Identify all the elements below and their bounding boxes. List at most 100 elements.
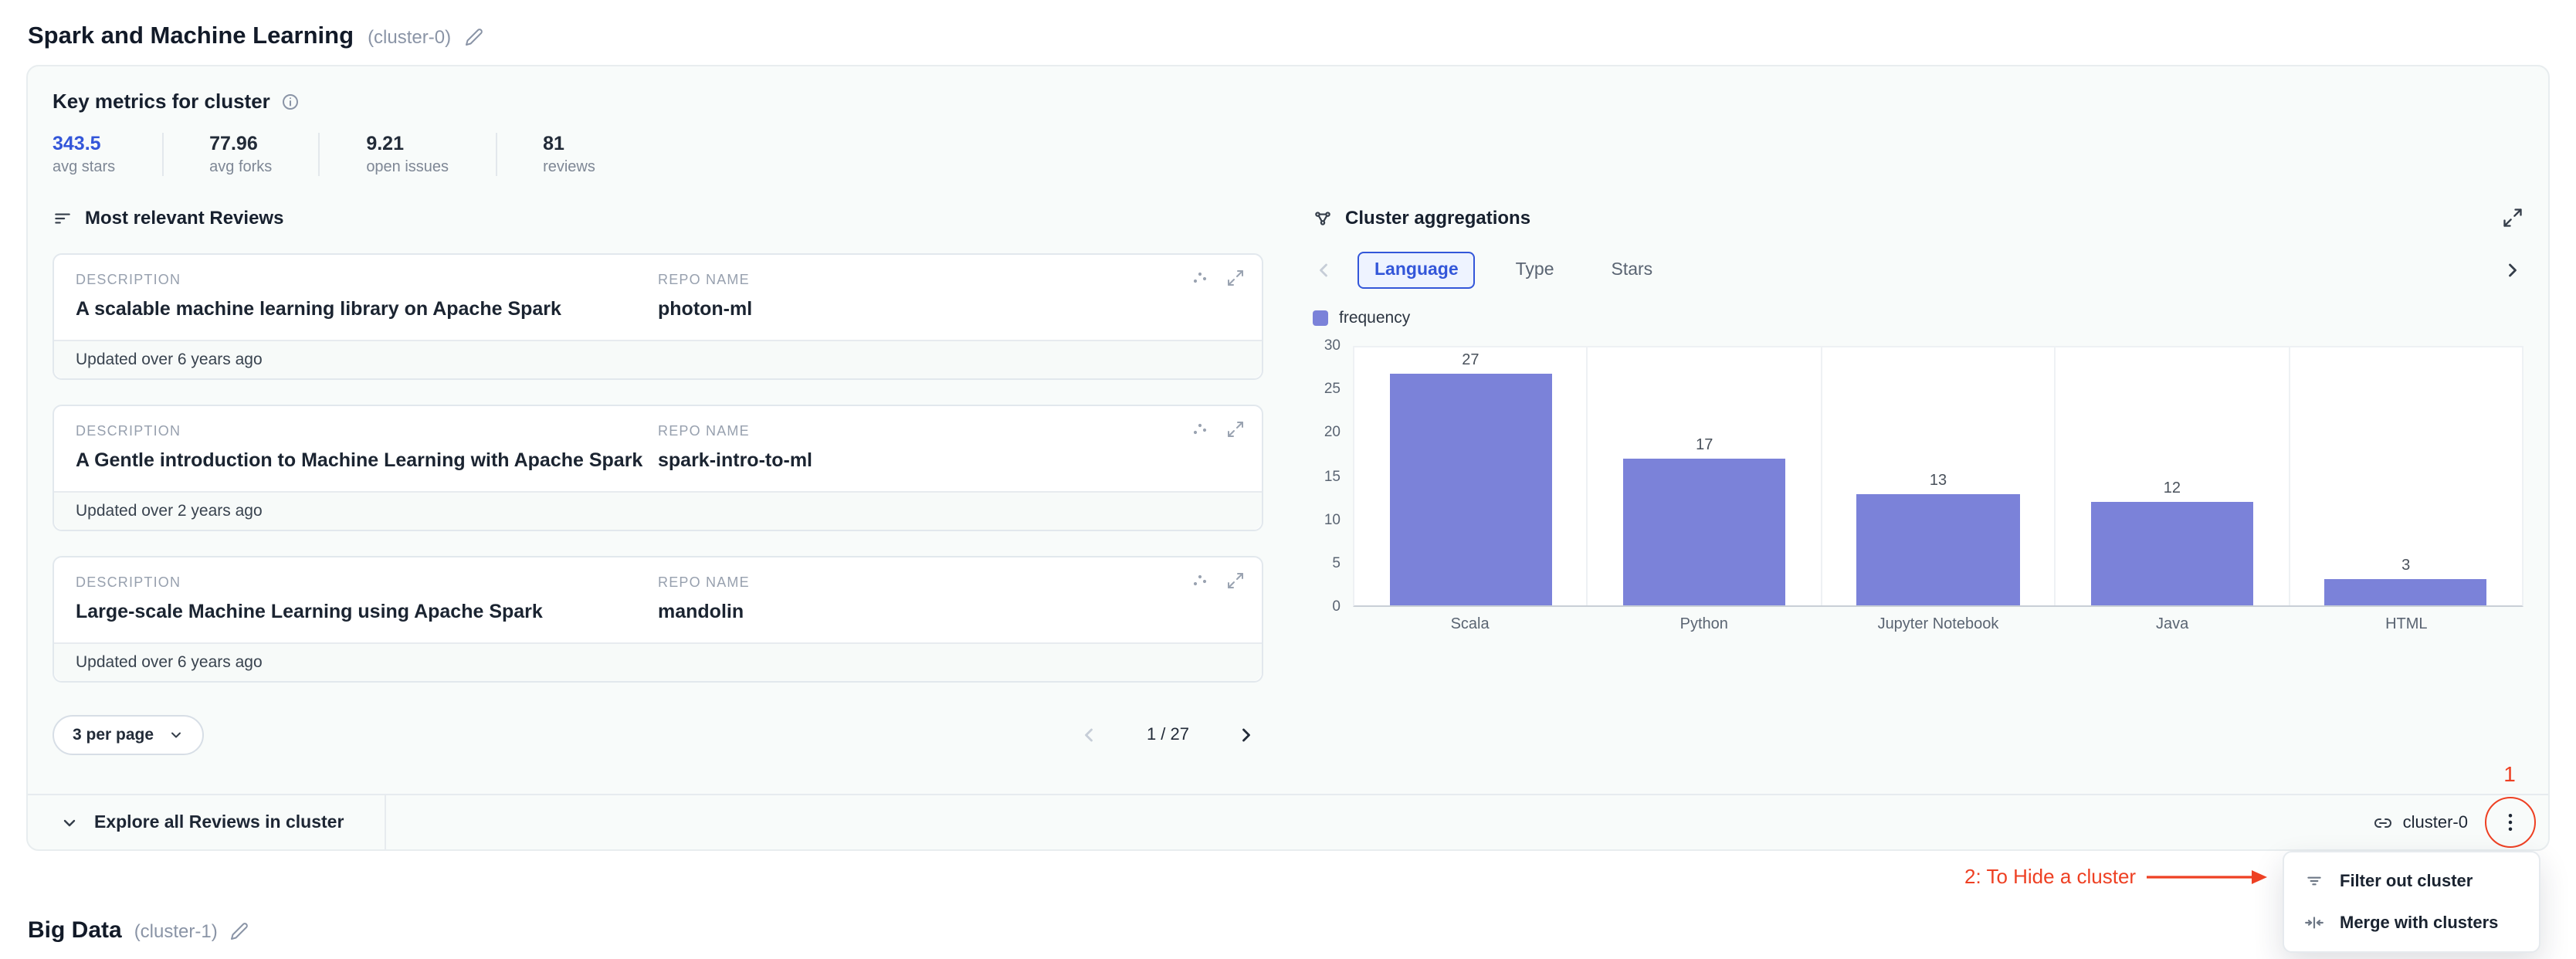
y-axis-tick: 20 — [1324, 424, 1341, 442]
page-indicator: 1 / 27 — [1146, 726, 1189, 744]
tab-stars[interactable]: Stars — [1611, 261, 1653, 280]
review-updated: Updated over 2 years ago — [54, 491, 1262, 530]
review-card[interactable]: DESCRIPTION Large-scale Machine Learning… — [53, 556, 1263, 683]
x-axis-label: Python — [1679, 616, 1728, 633]
annotation-step-1: 1 — [2503, 761, 2516, 785]
link-icon — [2374, 813, 2392, 832]
menu-item-filter-out-cluster[interactable]: Filter out cluster — [2284, 860, 2539, 902]
aggregations-heading: Cluster aggregations — [1345, 207, 1531, 229]
description-value: A scalable machine learning library on A… — [76, 298, 561, 320]
x-axis-label: HTML — [2385, 616, 2428, 633]
y-axis-tick: 25 — [1324, 381, 1341, 398]
next-cluster-header: Big Data (cluster-1) — [28, 917, 249, 944]
chevron-down-icon — [60, 813, 79, 832]
kebab-icon — [2498, 811, 2521, 834]
cluster-link[interactable]: cluster-0 — [2374, 813, 2468, 832]
bar-chart: 0 5 10 15 20 25 30 27 — [1313, 337, 2523, 633]
metric-reviews: 81 reviews — [495, 133, 642, 176]
chart-column: 3 — [2290, 347, 2522, 605]
info-icon[interactable] — [281, 92, 300, 110]
page-header: Spark and Machine Learning (cluster-0) — [0, 0, 2576, 51]
repo-name-value: mandolin — [658, 601, 744, 622]
review-updated: Updated over 6 years ago — [54, 642, 1262, 681]
bar — [1856, 493, 2020, 605]
aggregations-panel: Cluster aggregations Language Type Stars… — [1313, 207, 2523, 794]
tab-type[interactable]: Type — [1515, 261, 1554, 280]
bar — [2324, 579, 2487, 605]
key-metrics-heading: Key metrics for cluster — [53, 90, 270, 113]
x-axis-label: Scala — [1450, 616, 1490, 633]
bar-value-label: 13 — [1929, 472, 1947, 490]
bar-value-label: 3 — [2401, 557, 2411, 575]
description-label: DESCRIPTION — [76, 574, 181, 590]
legend-label: frequency — [1339, 309, 1411, 327]
plot-area: 27 17 13 12 — [1353, 346, 2523, 607]
tabs-prev-button[interactable] — [1313, 259, 1334, 281]
pager-next-button[interactable] — [1235, 724, 1257, 746]
description-label: DESCRIPTION — [76, 272, 181, 287]
menu-item-merge-with-clusters[interactable]: Merge with clusters — [2284, 902, 2539, 944]
bar-value-label: 12 — [2163, 480, 2181, 498]
metric-value: 77.96 — [209, 133, 258, 154]
scatter-icon[interactable] — [1191, 269, 1209, 287]
per-page-label: 3 per page — [73, 726, 154, 744]
explore-reviews-label: Explore all Reviews in cluster — [94, 813, 344, 832]
edit-icon[interactable] — [230, 921, 249, 940]
tab-language[interactable]: Language — [1357, 252, 1476, 289]
cluster-link-label: cluster-0 — [2402, 813, 2468, 832]
key-metrics-section: Key metrics for cluster 343.5 avg stars … — [28, 66, 2548, 176]
merge-icon — [2304, 913, 2324, 933]
description-value: Large-scale Machine Learning using Apach… — [76, 601, 543, 622]
repo-name-value: spark-intro-to-ml — [658, 449, 812, 471]
bar — [1389, 373, 1552, 605]
bar — [2090, 502, 2254, 605]
cluster-options-menu: Filter out cluster Merge with clusters — [2283, 851, 2540, 953]
metric-value: 81 — [543, 133, 564, 154]
annotation-step-2: 2: To Hide a cluster — [1964, 865, 2269, 888]
metric-label: reviews — [543, 159, 595, 176]
metric-value: 9.21 — [366, 133, 404, 154]
cluster-options-button[interactable]: 1 — [2484, 761, 2535, 848]
scatter-icon[interactable] — [1191, 571, 1209, 590]
review-updated: Updated over 6 years ago — [54, 340, 1262, 378]
metric-value: 343.5 — [53, 133, 101, 154]
repo-name-label: REPO NAME — [658, 574, 750, 590]
y-axis-tick: 15 — [1324, 468, 1341, 485]
expand-icon[interactable] — [1226, 269, 1245, 287]
metric-open-issues: 9.21 open issues — [318, 133, 495, 176]
expand-icon[interactable] — [1226, 420, 1245, 439]
expand-icon[interactable] — [1226, 571, 1245, 590]
review-card[interactable]: DESCRIPTION A scalable machine learning … — [53, 253, 1263, 380]
metrics-row: 343.5 avg stars 77.96 avg forks 9.21 ope… — [53, 133, 2523, 176]
tabs-next-button[interactable] — [2502, 259, 2523, 281]
pagination-row: 3 per page 1 / 27 — [53, 715, 1263, 755]
filter-icon — [2304, 871, 2324, 891]
chart-column: 27 — [1354, 347, 1588, 605]
menu-item-label: Filter out cluster — [2340, 872, 2473, 890]
repo-name-label: REPO NAME — [658, 272, 750, 287]
reviews-heading: Most relevant Reviews — [85, 207, 284, 229]
menu-item-label: Merge with clusters — [2340, 913, 2499, 932]
edit-icon[interactable] — [465, 28, 483, 46]
expand-icon[interactable] — [2502, 207, 2523, 229]
chart-column: 12 — [2056, 347, 2290, 605]
y-axis-tick: 10 — [1324, 511, 1341, 529]
metric-label: open issues — [366, 159, 449, 176]
description-value: A Gentle introduction to Machine Learnin… — [76, 449, 643, 471]
per-page-dropdown[interactable]: 3 per page — [53, 715, 204, 755]
chart-column: 17 — [1588, 347, 1822, 605]
cluster-card: Key metrics for cluster 343.5 avg stars … — [26, 65, 2550, 953]
legend-swatch — [1313, 310, 1328, 326]
pager-prev-button[interactable] — [1079, 724, 1100, 746]
cluster-id-tag: (cluster-0) — [368, 26, 452, 48]
metric-avg-forks: 77.96 avg forks — [161, 133, 318, 176]
x-axis-labels: Scala Python Jupyter Notebook Java HTML — [1353, 616, 2523, 633]
page-title: Spark and Machine Learning — [28, 23, 354, 49]
explore-reviews-toggle[interactable]: Explore all Reviews in cluster — [28, 795, 386, 849]
review-card[interactable]: DESCRIPTION A Gentle introduction to Mac… — [53, 405, 1263, 531]
y-axis-tick: 5 — [1332, 554, 1341, 572]
chart-column: 13 — [1822, 347, 2056, 605]
scatter-icon[interactable] — [1191, 420, 1209, 439]
annotation-step-2-text: 2: To Hide a cluster — [1964, 865, 2137, 888]
